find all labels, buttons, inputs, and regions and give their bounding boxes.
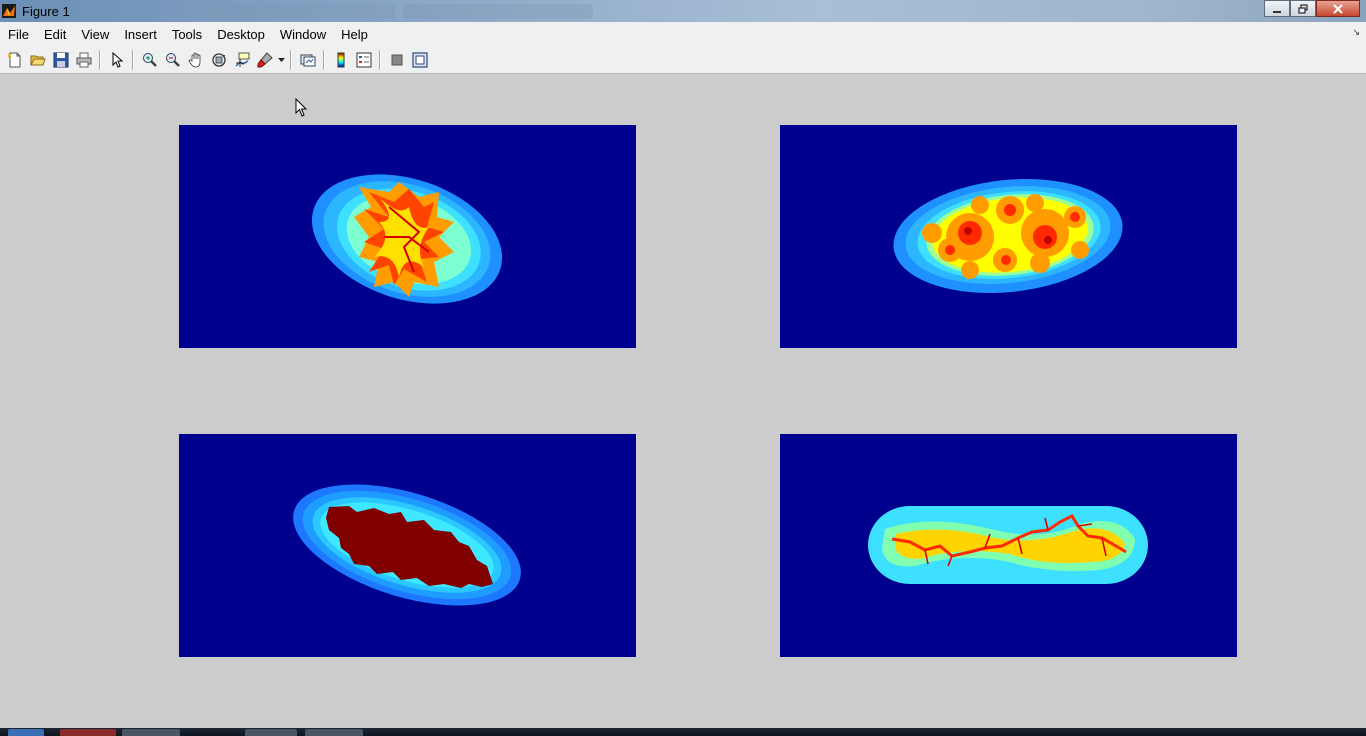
insert-legend-button[interactable] bbox=[352, 49, 375, 71]
toolbar-separator bbox=[323, 49, 325, 70]
menu-file[interactable]: File bbox=[8, 26, 29, 42]
toolbar-separator bbox=[132, 49, 134, 70]
zoom-out-button[interactable] bbox=[161, 49, 184, 71]
minimize-icon bbox=[1273, 10, 1281, 13]
colorbar-icon bbox=[337, 52, 344, 67]
new-figure-button[interactable] bbox=[3, 49, 26, 71]
dock-figure-icon[interactable]: ↘ bbox=[1352, 27, 1360, 37]
restore-icon bbox=[1298, 3, 1308, 14]
toolbar-separator bbox=[379, 49, 381, 70]
window-title-bar[interactable]: Figure 1 bbox=[0, 0, 1366, 22]
figure-canvas[interactable] bbox=[0, 75, 1366, 728]
toolbar-separator bbox=[99, 49, 101, 70]
print-icon bbox=[76, 52, 91, 67]
zoom-in-button[interactable] bbox=[138, 49, 161, 71]
background-taskbar-reflection bbox=[205, 4, 593, 20]
open-file-button[interactable] bbox=[26, 49, 49, 71]
julia-set-image-2 bbox=[893, 179, 1123, 293]
rotate-3d-icon bbox=[211, 52, 226, 67]
save-button[interactable] bbox=[49, 49, 72, 71]
mouse-cursor-icon bbox=[295, 98, 308, 117]
edit-plot-button[interactable] bbox=[105, 49, 128, 71]
zoom-in-icon bbox=[142, 52, 157, 67]
os-taskbar bbox=[0, 728, 1366, 736]
insert-colorbar-button[interactable] bbox=[329, 49, 352, 71]
menu-help[interactable]: Help bbox=[341, 26, 368, 42]
maximize-button[interactable] bbox=[1290, 0, 1316, 17]
hide-plot-tools-button[interactable] bbox=[385, 49, 408, 71]
new-figure-icon bbox=[7, 52, 20, 67]
print-button[interactable] bbox=[72, 49, 95, 71]
menu-window[interactable]: Window bbox=[279, 26, 327, 42]
pointer-icon bbox=[112, 51, 123, 68]
menu-edit[interactable]: Edit bbox=[43, 26, 67, 42]
pan-icon bbox=[188, 52, 200, 67]
zoom-out-icon bbox=[165, 52, 180, 67]
save-icon bbox=[53, 52, 68, 67]
link-plot-icon bbox=[300, 54, 315, 66]
window-title: Figure 1 bbox=[22, 3, 70, 19]
legend-icon bbox=[356, 52, 371, 67]
rotate-3d-button[interactable] bbox=[207, 49, 230, 71]
axes-top-left[interactable] bbox=[179, 125, 636, 348]
brush-icon bbox=[257, 51, 273, 67]
julia-set-image-3 bbox=[293, 484, 521, 606]
figure-toolbar bbox=[0, 46, 1366, 74]
axes-top-right[interactable] bbox=[780, 125, 1237, 348]
julia-set-image-1 bbox=[311, 174, 503, 304]
close-button[interactable] bbox=[1316, 0, 1360, 17]
toolbar-separator bbox=[290, 49, 292, 70]
menu-tools[interactable]: Tools bbox=[171, 26, 203, 42]
brush-dropdown-icon bbox=[277, 57, 285, 62]
julia-set-image-4 bbox=[868, 506, 1148, 584]
brush-dropdown-button[interactable] bbox=[276, 49, 286, 71]
matlab-app-icon bbox=[2, 4, 16, 18]
pan-button[interactable] bbox=[184, 49, 207, 71]
show-plot-tools-icon bbox=[411, 51, 428, 68]
link-plot-button[interactable] bbox=[296, 49, 319, 71]
open-file-icon bbox=[29, 55, 46, 65]
menu-bar: File Edit View Insert Tools Desktop Wind… bbox=[0, 22, 1366, 46]
hide-plot-tools-icon bbox=[391, 54, 402, 65]
brush-button[interactable] bbox=[253, 49, 276, 71]
axes-bottom-left[interactable] bbox=[179, 434, 636, 657]
axes-bottom-right[interactable] bbox=[780, 434, 1237, 657]
close-icon bbox=[1333, 3, 1343, 14]
data-cursor-button[interactable] bbox=[230, 49, 253, 71]
data-cursor-icon bbox=[235, 52, 249, 67]
menu-desktop[interactable]: Desktop bbox=[217, 26, 265, 42]
menu-insert[interactable]: Insert bbox=[124, 26, 157, 42]
show-plot-tools-button[interactable] bbox=[408, 49, 431, 71]
menu-view[interactable]: View bbox=[81, 26, 110, 42]
minimize-button[interactable] bbox=[1264, 0, 1290, 17]
